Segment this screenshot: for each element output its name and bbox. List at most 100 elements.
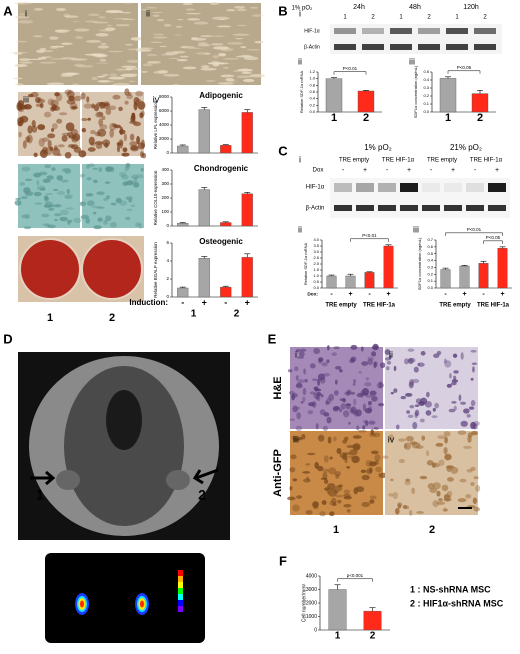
texture [337,484,343,488]
texture [335,474,340,479]
texture [119,12,132,14]
texture [444,436,448,444]
texture [140,9,149,11]
group-label: TRE HIF-1a [477,303,510,309]
x-tick-label: 2 [363,112,369,124]
texture [346,508,351,513]
texture [68,219,73,223]
y-tick-label: 0.1 [427,278,433,283]
x-tick-label: 1 [331,112,337,124]
texture [128,199,133,203]
texture [85,39,102,43]
texture [17,103,24,111]
texture [106,195,110,200]
texture [36,49,45,53]
row-label: Anti-GFP [272,449,284,497]
texture [291,392,298,398]
texture [392,491,399,500]
y-tick-label: 0.0 [309,109,315,114]
texture [105,166,112,173]
texture [112,82,131,86]
sub-label: ii [146,8,150,18]
x-tick-label: 1 [335,631,341,642]
texture [45,146,53,156]
texture [112,94,121,100]
texture [237,8,247,12]
texture [470,482,475,487]
texture [370,450,379,455]
texture [343,495,352,500]
texture [104,142,109,148]
texture [339,408,343,413]
texture [73,63,84,67]
group-label: TRE empty [439,303,471,309]
texture [128,80,136,82]
texture [69,102,78,111]
texture [211,16,230,20]
bar [198,258,210,298]
dox-sign: + [407,167,411,174]
texture [85,193,94,197]
texture [443,358,447,364]
texture [104,27,116,31]
texture [50,106,56,112]
texture [326,397,332,405]
texture [56,118,63,124]
texture [353,379,356,384]
texture [109,128,115,138]
texture [326,359,330,364]
texture [443,446,448,455]
texture [50,99,59,108]
texture [323,455,329,463]
x-tick-label: + [348,291,352,298]
texture [301,434,306,440]
texture [237,24,247,27]
texture [459,478,467,483]
texture [146,53,158,57]
texture [426,391,430,398]
texture [138,223,143,229]
band [378,183,396,192]
y-tick-label: 2.5 [313,255,319,260]
texture [100,43,107,45]
signal [140,600,144,608]
texture [127,92,132,97]
sub-label: iii [409,56,415,66]
texture [163,73,180,77]
texture [421,435,426,441]
texture [361,474,370,481]
texture [312,501,319,508]
texture [321,362,328,367]
texture [240,68,250,71]
dox-sign: - [342,167,345,174]
texture [397,502,403,508]
texture [47,224,56,229]
group-label: 2 [234,309,240,320]
texture [18,61,33,64]
texture [80,214,90,220]
colorbar [178,576,183,582]
texture [416,511,425,514]
bar [345,275,356,289]
texture [131,112,136,121]
texture [133,176,138,183]
texture [294,406,301,410]
texture [343,504,352,508]
texture [328,393,335,402]
texture [335,494,344,498]
texture [121,65,137,68]
texture [309,391,316,395]
texture [80,92,86,100]
texture [86,177,92,181]
condition: 1% pO₂ [364,143,392,152]
texture [61,167,71,173]
texture [139,112,144,119]
x-label: 1 [47,312,53,324]
x-tick-label: - [224,297,227,307]
texture [414,411,418,419]
texture [15,197,22,201]
texture [339,398,346,402]
texture [191,37,207,41]
sub-label: iv [388,434,395,444]
y-tick-label: 4000 [159,122,170,127]
